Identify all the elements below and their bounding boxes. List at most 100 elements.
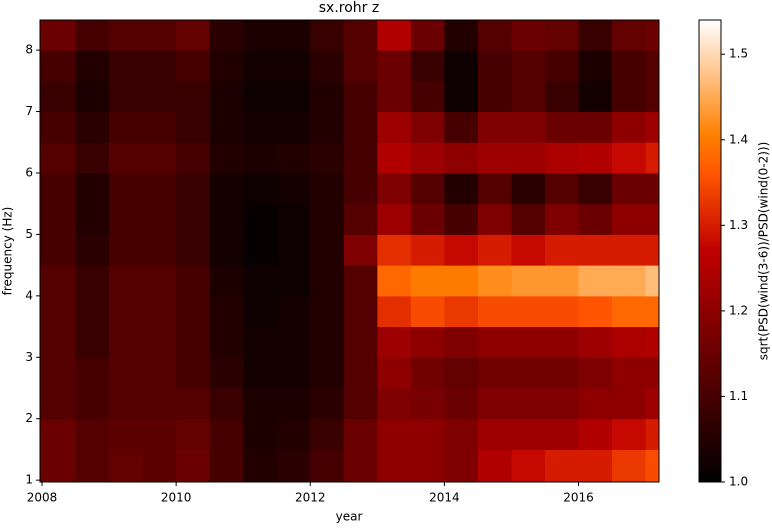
heatmap-cell bbox=[578, 142, 613, 174]
heatmap-cell bbox=[40, 388, 77, 420]
y-tick-label: 6 bbox=[25, 165, 33, 179]
colorbar-tick-label: 1.5 bbox=[729, 47, 748, 61]
heatmap-cell bbox=[612, 142, 647, 174]
heatmap-cell bbox=[40, 111, 77, 143]
heatmap-cell bbox=[209, 418, 244, 450]
heatmap-cell bbox=[477, 388, 512, 420]
heatmap-cell bbox=[142, 234, 177, 266]
heatmap-cell bbox=[176, 295, 211, 328]
heatmap-cell bbox=[209, 80, 244, 113]
heatmap-cell bbox=[578, 80, 613, 113]
heatmap-cell bbox=[410, 388, 445, 420]
heatmap-cell bbox=[40, 172, 77, 205]
heatmap-cell bbox=[477, 111, 512, 143]
heatmap-cell bbox=[410, 449, 445, 483]
heatmap-cell bbox=[511, 418, 546, 450]
heatmap-cell bbox=[343, 142, 378, 174]
heatmap-cell bbox=[176, 326, 211, 358]
heatmap-cell bbox=[276, 234, 311, 266]
heatmap-cell bbox=[310, 142, 345, 174]
heatmap-cell bbox=[578, 265, 613, 297]
heatmap-cell bbox=[209, 111, 244, 143]
heatmap-cell bbox=[109, 111, 144, 143]
heatmap-cell bbox=[343, 388, 378, 420]
heatmap-cell bbox=[142, 265, 177, 297]
heatmap-cell bbox=[75, 357, 110, 389]
heatmap-cell bbox=[377, 172, 412, 205]
heatmap-cell bbox=[75, 449, 110, 483]
heatmap-cell bbox=[40, 234, 77, 266]
heatmap-cell bbox=[578, 418, 613, 450]
heatmap-cell bbox=[276, 111, 311, 143]
heatmap-cell bbox=[377, 295, 412, 328]
heatmap-cell bbox=[645, 234, 660, 266]
heatmap-cell bbox=[310, 357, 345, 389]
heatmap-cell bbox=[645, 142, 660, 174]
heatmap-cell bbox=[310, 50, 345, 82]
heatmap-cell bbox=[444, 80, 479, 113]
heatmap-cell bbox=[477, 357, 512, 389]
heatmap-cell bbox=[645, 449, 660, 483]
heatmap-cell bbox=[377, 111, 412, 143]
heatmap-cell bbox=[612, 111, 647, 143]
heatmap-cell bbox=[544, 172, 580, 205]
heatmap-cell bbox=[109, 234, 144, 266]
heatmap-cell bbox=[209, 449, 244, 483]
heatmap-cell bbox=[75, 203, 110, 235]
heatmap-cell bbox=[343, 50, 378, 82]
heatmap-cell bbox=[477, 265, 512, 297]
heatmap-cell bbox=[75, 326, 110, 358]
heatmap-cell bbox=[544, 20, 580, 51]
heatmap-cell bbox=[176, 418, 211, 450]
heatmap-cell bbox=[578, 203, 613, 235]
heatmap-cell bbox=[544, 50, 580, 82]
heatmap-cell bbox=[343, 234, 378, 266]
heatmap-cell bbox=[544, 142, 580, 174]
heatmap-cell bbox=[142, 449, 177, 483]
heatmap-cell bbox=[444, 142, 479, 174]
heatmap-cell bbox=[377, 142, 412, 174]
heatmap-cell bbox=[343, 20, 378, 51]
heatmap-cell bbox=[511, 295, 546, 328]
heatmap-cell bbox=[310, 203, 345, 235]
heatmap-cell bbox=[444, 172, 479, 205]
heatmap-cell bbox=[377, 326, 412, 358]
heatmap-cell bbox=[612, 357, 647, 389]
heatmap-cell bbox=[276, 20, 311, 51]
heatmap-cell bbox=[612, 265, 647, 297]
heatmap-cell bbox=[343, 449, 378, 483]
heatmap-cell bbox=[544, 326, 580, 358]
heatmap-cell bbox=[40, 142, 77, 174]
heatmap-cell bbox=[343, 326, 378, 358]
heatmap-cell bbox=[410, 111, 445, 143]
heatmap-cell bbox=[40, 449, 77, 483]
heatmap-cell bbox=[544, 357, 580, 389]
heatmap-cell bbox=[544, 203, 580, 235]
heatmap-cell bbox=[343, 203, 378, 235]
heatmap-cell bbox=[75, 418, 110, 450]
heatmap-cell bbox=[243, 388, 278, 420]
colorbar-tick-label: 1.2 bbox=[729, 303, 748, 317]
heatmap-cell bbox=[578, 20, 613, 51]
heatmap-cell bbox=[243, 418, 278, 450]
heatmap-cell bbox=[276, 449, 311, 483]
heatmap-cell bbox=[142, 357, 177, 389]
heatmap-cell bbox=[377, 203, 412, 235]
heatmap-cell bbox=[209, 388, 244, 420]
heatmap-cell bbox=[578, 111, 613, 143]
x-tick-label: 2010 bbox=[161, 491, 192, 505]
heatmap-cell bbox=[645, 172, 660, 205]
heatmap-cell bbox=[176, 142, 211, 174]
x-tick-label: 2016 bbox=[563, 491, 594, 505]
heatmap-cell bbox=[176, 20, 211, 51]
heatmap-cell bbox=[612, 388, 647, 420]
heatmap-cell bbox=[109, 418, 144, 450]
heatmap-cell bbox=[377, 265, 412, 297]
heatmap-cell bbox=[511, 203, 546, 235]
heatmap-cell bbox=[40, 295, 77, 328]
heatmap-cell bbox=[310, 418, 345, 450]
heatmap-cell bbox=[544, 80, 580, 113]
heatmap-cell bbox=[645, 20, 660, 51]
heatmap-cell bbox=[40, 203, 77, 235]
heatmap-cell bbox=[209, 234, 244, 266]
